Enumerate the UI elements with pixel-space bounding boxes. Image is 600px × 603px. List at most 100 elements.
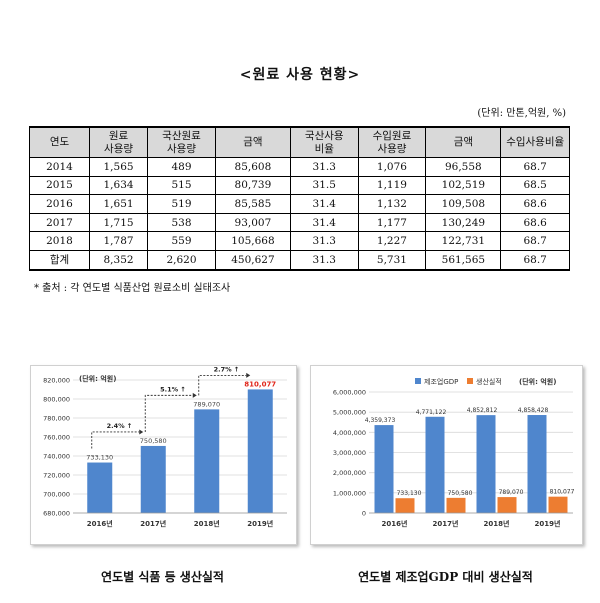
table-cell: 1,634 xyxy=(88,175,149,196)
growth-arrowhead xyxy=(139,429,144,435)
x-tick-label: 2019년 xyxy=(247,519,273,528)
column-header-line: 원료 xyxy=(108,129,129,142)
bar xyxy=(194,409,220,513)
bar xyxy=(395,498,415,513)
legend-swatch xyxy=(467,378,473,384)
table-cell: 31.3 xyxy=(289,157,359,177)
y-tick-label: 760,000 xyxy=(43,434,70,442)
column-header-line: 국산원료 xyxy=(162,129,201,142)
unit-label: (단위: 억원) xyxy=(79,374,116,383)
table-cell: 1,715 xyxy=(88,212,149,233)
table-cell: 68.7 xyxy=(500,157,570,177)
growth-label: 2.7% ↑ xyxy=(214,366,240,373)
y-tick-label: 2,000,000 xyxy=(333,469,366,477)
table-cell: 31.3 xyxy=(289,249,359,271)
growth-arrowhead xyxy=(192,392,197,398)
table-cell: 8,352 xyxy=(88,249,149,271)
unit-note: (단위: 만톤,억원, %) xyxy=(477,108,566,119)
table-row: 합계 8,352 2,620 450,627 31.3 5,731 561,565 68.7 xyxy=(29,249,570,271)
gdp-chart-svg: 0 1,000,000 2,000,000 3,000,000 4,000,000 5,0… xyxy=(333,377,575,528)
legend-swatch xyxy=(415,378,421,384)
data-label: 750,580 xyxy=(448,490,473,497)
y-tick-label: 6,000,000 xyxy=(333,389,366,397)
table-cell: 합계 xyxy=(29,249,90,271)
table-cell: 519 xyxy=(147,194,216,214)
table-cell: 2018 xyxy=(29,231,90,251)
bar xyxy=(548,496,568,513)
column-header: 수입원료 사용량 xyxy=(357,126,427,158)
legend-label: 제조업GDP xyxy=(424,378,458,386)
data-label: 4,771,122 xyxy=(416,409,447,416)
table-cell: 96,558 xyxy=(425,157,502,177)
column-header: 원료 사용량 xyxy=(88,126,149,158)
y-tick-label: 820,000 xyxy=(43,377,70,385)
bar xyxy=(247,389,273,513)
y-tick-label: 780,000 xyxy=(43,415,70,423)
growth-connector xyxy=(198,374,247,396)
data-label: 789,070 xyxy=(193,400,220,408)
table-cell: 1,177 xyxy=(357,212,427,233)
table-cell: 93,007 xyxy=(214,212,291,233)
column-header: 국산원료 사용량 xyxy=(147,126,216,158)
table-cell: 1,565 xyxy=(88,157,149,177)
y-tick-label: 740,000 xyxy=(43,453,70,461)
gdp-vs-production-chart: 0 1,000,000 2,000,000 3,000,000 4,000,000 5,0… xyxy=(310,365,583,545)
y-tick-label: 4,000,000 xyxy=(333,429,366,437)
data-label: 810,077 xyxy=(244,380,276,388)
x-tick-label: 2019년 xyxy=(535,519,561,528)
bar xyxy=(140,445,166,513)
page-title: <원료 사용 현황> xyxy=(239,67,361,83)
data-label: 750,580 xyxy=(140,437,167,445)
column-header-line: 국산사용 xyxy=(304,129,344,142)
table-cell: 515 xyxy=(147,175,216,196)
table-cell: 31.4 xyxy=(289,194,359,214)
column-header-line: 비율 xyxy=(314,142,334,155)
table-cell: 1,651 xyxy=(88,194,149,214)
y-tick-label: 800,000 xyxy=(43,396,70,404)
y-tick-label: 680,000 xyxy=(43,510,70,518)
table-cell: 1,227 xyxy=(357,231,427,251)
bar xyxy=(446,497,466,513)
growth-label: 2.4% ↑ xyxy=(107,422,133,430)
source-note: * 출처 : 각 연도별 식품산업 원료소비 실태조사 xyxy=(34,283,231,294)
table-cell: 31.5 xyxy=(289,175,359,196)
y-tick-label: 5,000,000 xyxy=(333,409,366,417)
table-cell: 1,132 xyxy=(357,194,427,214)
column-header-line: 사용량 xyxy=(377,142,407,155)
table-header-row: 연도 원료 사용량 국산원료 사용량 금액 국산사용 비율 수입원료 사용량 금액 수입사용비율 xyxy=(29,126,570,158)
table-cell: 105,668 xyxy=(214,231,291,251)
column-header-line: 수입사용비율 xyxy=(506,136,565,148)
table-cell: 68.6 xyxy=(500,194,570,214)
table-cell: 102,519 xyxy=(425,175,502,196)
table-row: 2015 1,634 515 80,739 31.5 1,119 102,519 68.5 xyxy=(29,175,570,196)
table-cell: 1,787 xyxy=(88,231,149,251)
table-cell: 2015 xyxy=(29,175,90,196)
column-header-line: 연도 xyxy=(49,136,70,148)
growth-label: 5.1% ↑ xyxy=(160,385,186,393)
y-tick-label: 1,000,000 xyxy=(333,489,366,497)
table-row: 2017 1,715 538 93,007 31.4 1,177 130,249 68.6 xyxy=(29,212,570,233)
table-cell: 489 xyxy=(147,157,216,177)
data-label: 789,070 xyxy=(499,489,524,496)
x-tick-label: 2016년 xyxy=(87,519,113,528)
table-cell: 2017 xyxy=(29,212,90,233)
chart1-caption: 연도별 식품 등 생산실적 xyxy=(101,570,224,584)
table-cell: 559 xyxy=(147,231,216,251)
bar xyxy=(87,462,113,513)
table-cell: 85,585 xyxy=(214,194,291,214)
data-label: 4,858,428 xyxy=(518,407,549,414)
y-tick-label: 0 xyxy=(362,510,366,518)
growth-connector xyxy=(91,431,140,449)
table-cell: 2,620 xyxy=(147,249,216,271)
table-cell: 122,731 xyxy=(425,231,502,251)
column-header: 연도 xyxy=(29,126,90,158)
table-cell: 68.6 xyxy=(500,212,570,233)
table-cell: 5,731 xyxy=(357,249,427,271)
y-tick-label: 3,000,000 xyxy=(333,449,366,457)
table-cell: 68.7 xyxy=(500,231,570,251)
y-tick-label: 700,000 xyxy=(43,491,70,499)
table-cell: 2014 xyxy=(29,157,90,177)
table-cell: 68.7 xyxy=(500,249,570,271)
column-header-line: 수입원료 xyxy=(372,129,412,142)
bar xyxy=(476,415,496,513)
